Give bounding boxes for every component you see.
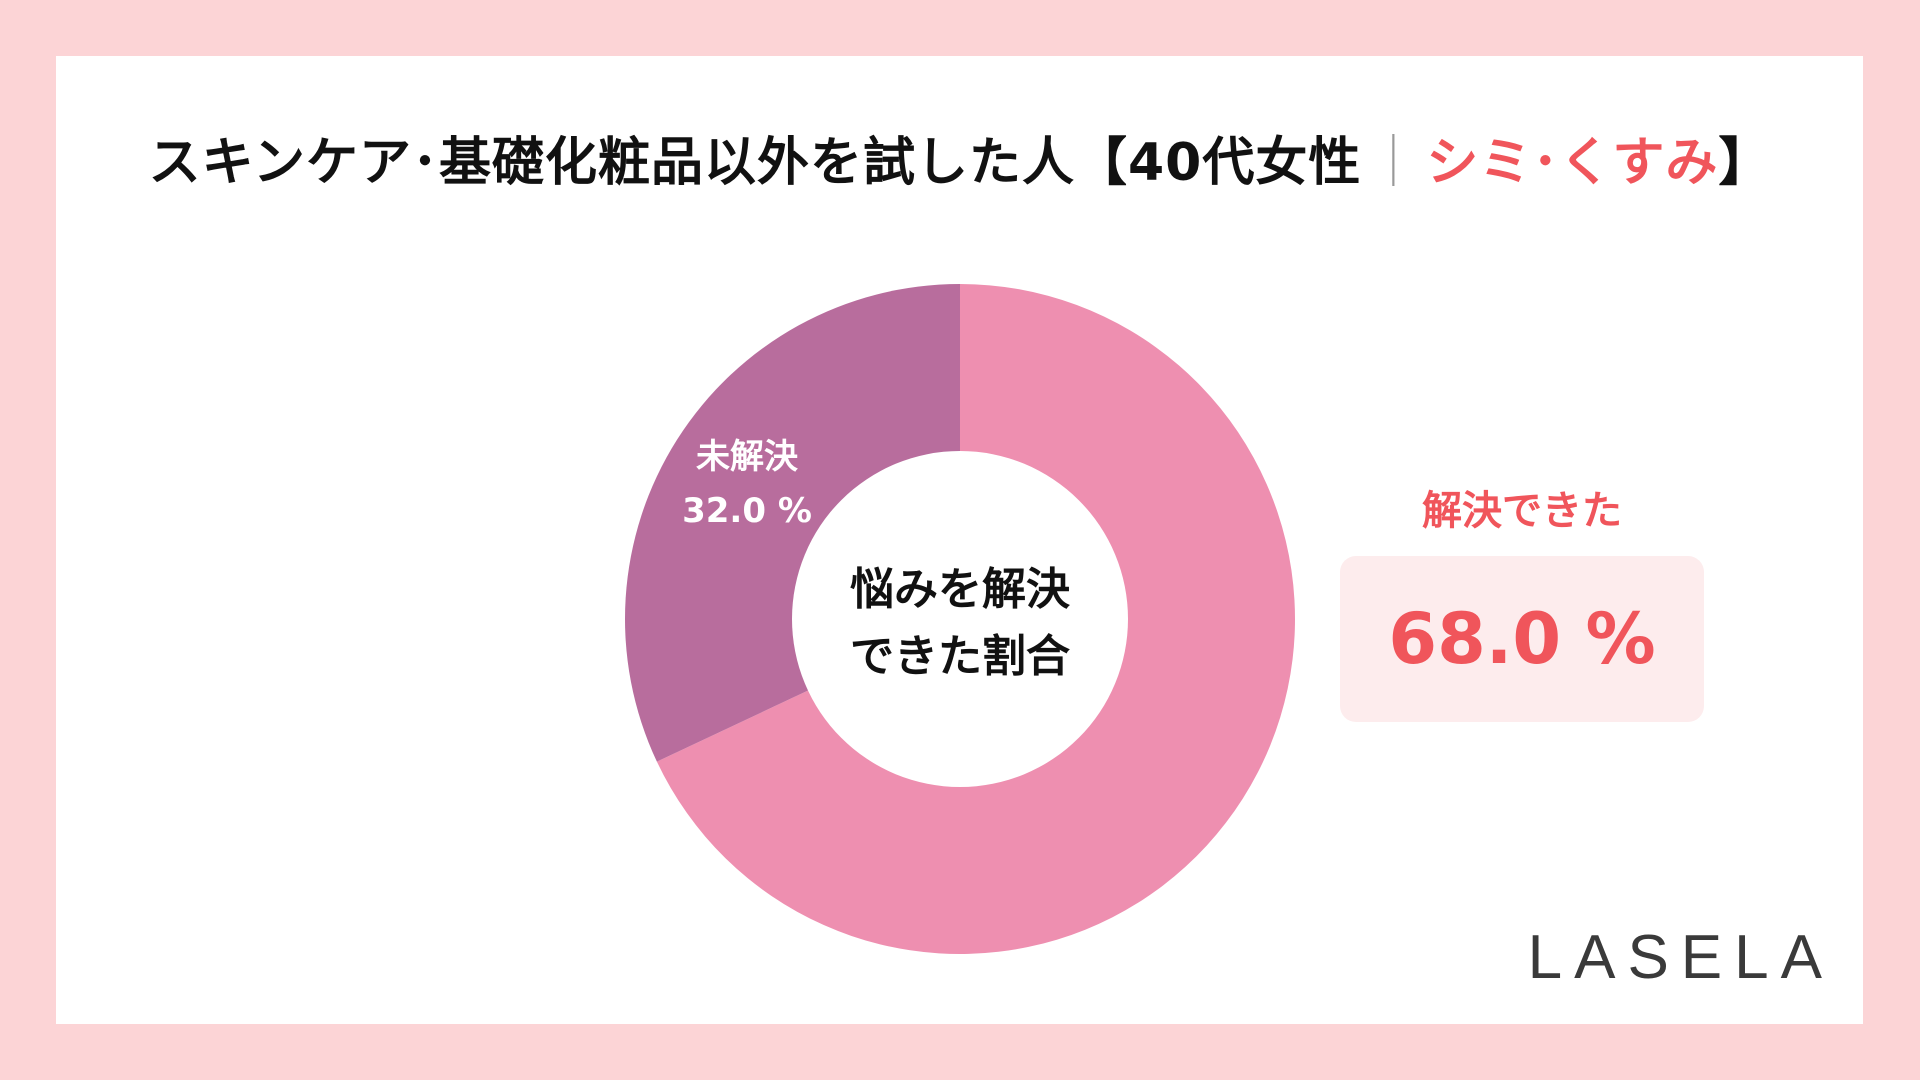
donut-hole bbox=[792, 451, 1128, 787]
title-main: スキンケア･基礎化粧品以外を試した人【40代女性 bbox=[148, 133, 1362, 193]
center-label-line2: できた割合 bbox=[850, 631, 1070, 682]
title-separator: ｜ bbox=[1367, 133, 1421, 193]
result-value: 68.0 % bbox=[1388, 598, 1656, 680]
title-end: 】 bbox=[1718, 133, 1772, 193]
page-title: スキンケア･基礎化粧品以外を試した人【40代女性｜シミ･くすみ】 bbox=[0, 120, 1920, 195]
brand-logo: LASELA bbox=[1527, 923, 1834, 992]
slice-label-unsolved-value: 32.0 % bbox=[682, 491, 812, 531]
center-label-line1: 悩みを解決 bbox=[850, 564, 1070, 615]
slice-label-unsolved-name: 未解決 bbox=[696, 437, 798, 477]
result-value-box: 68.0 % bbox=[1340, 556, 1704, 722]
title-highlight: シミ･くすみ bbox=[1426, 133, 1719, 193]
result-label: 解決できた bbox=[1422, 488, 1622, 534]
